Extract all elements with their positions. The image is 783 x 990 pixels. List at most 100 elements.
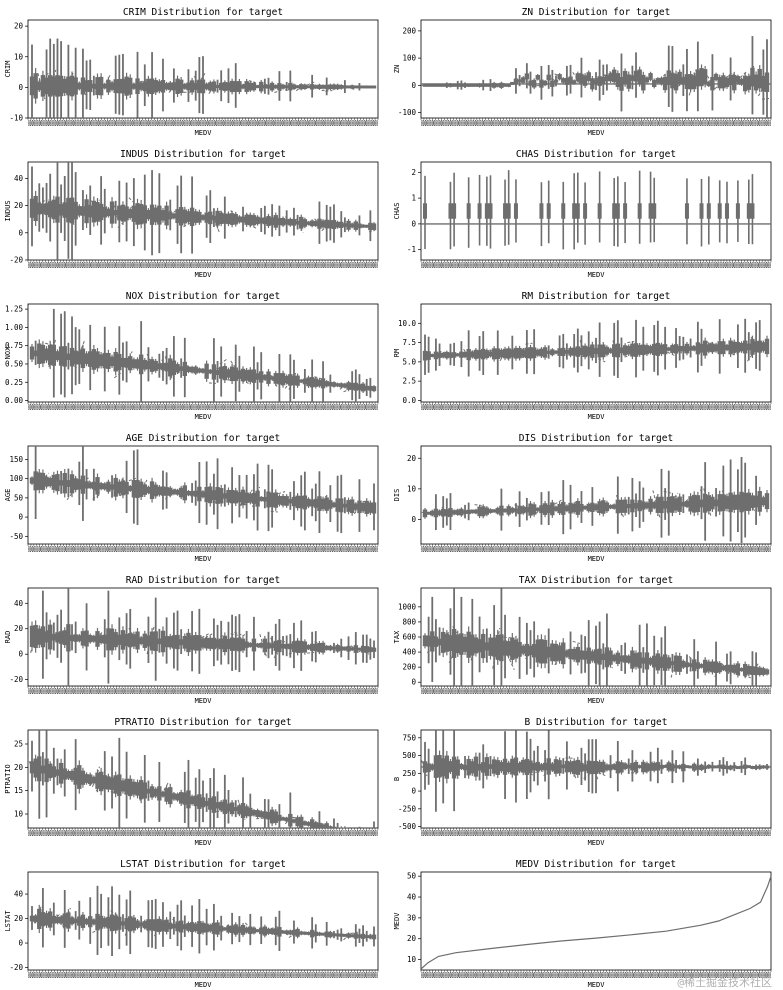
violin-box (371, 85, 377, 89)
violin-box (484, 642, 490, 651)
violin-group (29, 162, 377, 260)
violin-median (736, 348, 744, 355)
violin-box (80, 77, 86, 95)
violin-box (495, 634, 500, 660)
violin-box (539, 505, 544, 514)
violin-box (451, 510, 457, 515)
subplot-title: INDUS Distribution for target (120, 149, 286, 160)
violin-box (237, 492, 242, 503)
violin-box (248, 82, 253, 91)
violin-box (273, 373, 278, 384)
violin-median (703, 342, 712, 355)
violin-box (542, 503, 548, 515)
violin-box (521, 349, 526, 357)
violin-median (350, 645, 359, 652)
y-tick-label: 400 (402, 648, 416, 657)
violin-box (459, 508, 464, 516)
violin-box (550, 643, 555, 662)
violin-box (626, 74, 631, 89)
violin-median (288, 650, 297, 655)
violin-box (735, 342, 741, 353)
violin-box (204, 800, 209, 806)
violin-median (88, 86, 96, 90)
violin-group (29, 885, 377, 957)
violin-box (702, 493, 708, 513)
violin-box (102, 352, 107, 369)
violin-box (37, 908, 42, 930)
violin-median (572, 640, 580, 644)
violin-box (586, 647, 591, 664)
violin-box (542, 347, 548, 358)
violin-box (182, 485, 188, 501)
violin-median (154, 361, 162, 368)
y-axis-label: ZN (393, 65, 401, 73)
violin-box (80, 770, 86, 785)
violin-median (66, 635, 75, 640)
violin-box (717, 662, 722, 673)
violin-median (237, 634, 246, 639)
y-tick-label: 200 (402, 26, 416, 35)
violin-median (212, 487, 220, 493)
violin-median (619, 347, 628, 358)
violin-box (44, 203, 49, 215)
violin-box (302, 821, 308, 826)
violin-median (241, 212, 249, 220)
violin-box (659, 77, 664, 85)
violin-box (164, 788, 169, 802)
violin-median (284, 82, 293, 91)
violin-box (430, 631, 435, 652)
violin-median (48, 919, 56, 922)
violin-box (222, 635, 228, 653)
violin-box (248, 926, 253, 934)
violin-box (608, 73, 613, 82)
y-tick-label: 2.5 (402, 377, 416, 386)
violin-box (164, 636, 169, 648)
violin-median (292, 381, 300, 385)
violin-median (292, 641, 300, 647)
violin-box (721, 75, 726, 89)
violin-median (52, 913, 60, 923)
violin-median (736, 79, 744, 85)
violin-box (462, 352, 468, 358)
violin-box (564, 650, 570, 657)
violin-median (448, 649, 457, 664)
violin-box (739, 78, 744, 85)
violin-box (128, 916, 133, 932)
violin-box (353, 221, 359, 230)
violin-median (281, 929, 289, 936)
violin-box (186, 490, 191, 496)
violin-median (470, 641, 479, 661)
violin-median (310, 646, 318, 651)
violin-box (430, 354, 435, 357)
violin-median (30, 917, 38, 921)
violin-box (302, 931, 308, 935)
violin-median (110, 791, 118, 794)
violin-box (288, 374, 293, 386)
subplot-nox: NOX Distribution for target 1.25 1.00 0.75 0… (4, 291, 379, 421)
violin-median (729, 765, 737, 767)
violin-median (743, 675, 751, 679)
violin-box (357, 85, 362, 89)
violin-box (309, 819, 315, 828)
violin-box (302, 378, 308, 385)
violin-median (248, 80, 257, 84)
violin-box (426, 635, 431, 647)
violin-box (240, 84, 246, 89)
violin-box (699, 68, 704, 87)
plot-frame (27, 871, 379, 971)
violin-median (153, 924, 162, 937)
violin-median (197, 369, 206, 373)
violin-median (663, 490, 671, 494)
violin-box (84, 80, 89, 92)
plot-frame (27, 729, 379, 829)
violin-box (204, 363, 209, 379)
violin-box (124, 357, 129, 368)
violin-box (346, 645, 351, 652)
violin-box (204, 212, 209, 223)
plot-frame (27, 19, 379, 119)
violin-box (251, 638, 257, 652)
violin-box (164, 205, 169, 226)
violin-box (611, 69, 617, 83)
violin-median (303, 496, 311, 506)
violin-median (259, 634, 268, 659)
